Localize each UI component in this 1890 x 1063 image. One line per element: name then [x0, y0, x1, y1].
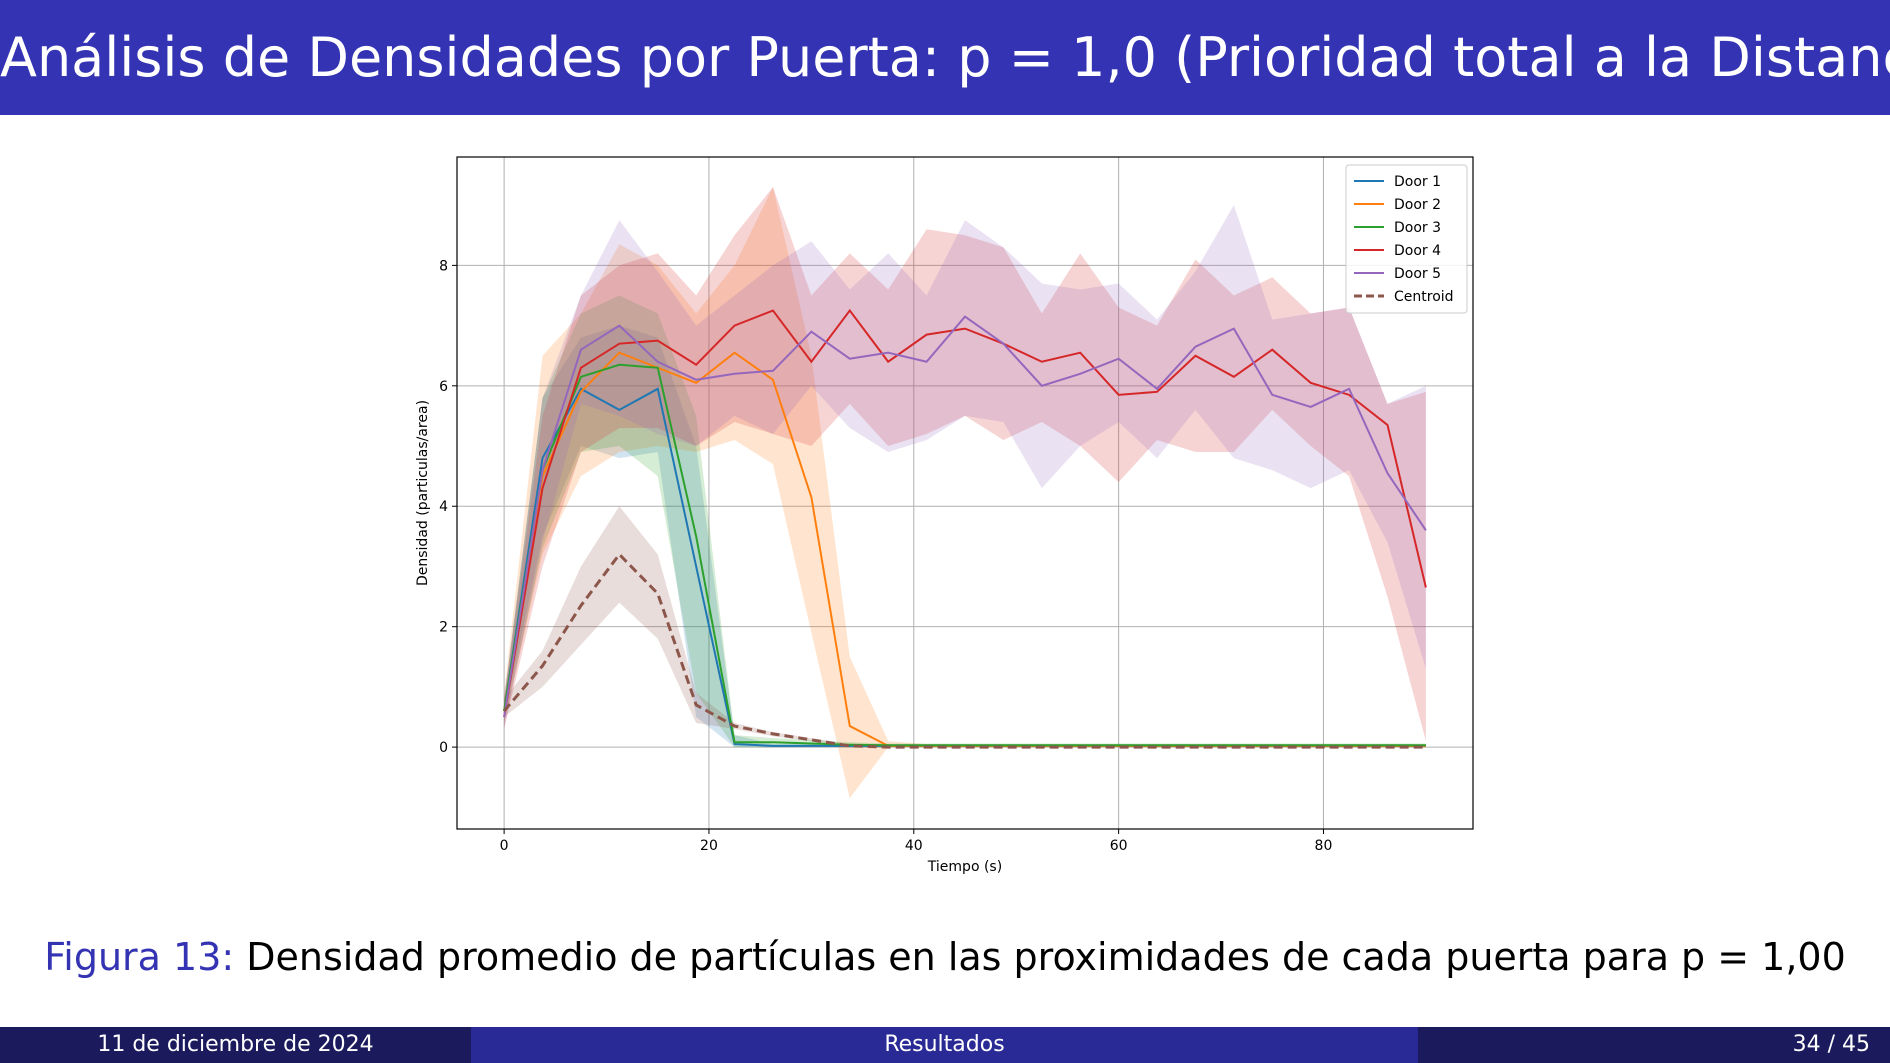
footer-section: Resultados	[471, 1027, 1418, 1063]
y-tick-label: 0	[439, 740, 448, 756]
slide-title: Análisis de Densidades por Puerta: p = 1…	[0, 0, 1890, 115]
legend-label: Centroid	[1394, 289, 1454, 305]
footer-date: 11 de diciembre de 2024	[0, 1027, 471, 1063]
legend-label: Door 2	[1394, 197, 1441, 213]
confidence-band	[504, 205, 1426, 730]
caption-label: Figura 13:	[44, 935, 235, 979]
plot-area	[457, 157, 1473, 829]
y-axis-label: Densidad (particulas/area)	[415, 400, 431, 586]
x-tick-label: 80	[1315, 838, 1333, 854]
chart: 0 20 40 60 80 0 2 4 6 8 Tiempo (s) Densidad (partic…	[415, 156, 1474, 875]
footer-page: 34 / 45	[1418, 1027, 1890, 1063]
y-tick-label: 4	[439, 499, 448, 515]
legend-label: Door 4	[1394, 243, 1441, 259]
y-tick-label: 2	[439, 620, 448, 636]
x-tick-label: 0	[500, 838, 509, 854]
legend-label: Door 1	[1394, 174, 1441, 190]
series-line	[503, 308, 1427, 718]
footer: 11 de diciembre de 2024 Resultados 34 / …	[0, 1027, 1890, 1063]
series-line	[503, 363, 1426, 747]
caption-text: Densidad promedio de partículas en las p…	[246, 935, 1846, 979]
x-axis-label: Tiempo (s)	[927, 859, 1002, 875]
plot-frame	[456, 156, 1474, 830]
y-tick-label: 8	[439, 258, 448, 274]
confidence-band	[504, 187, 1426, 799]
legend-label: Door 5	[1394, 266, 1441, 282]
caption: Figura 13: Densidad promedio de partícul…	[0, 935, 1890, 979]
series-line	[503, 315, 1427, 718]
x-tick-label: 40	[905, 838, 923, 854]
legend-label: Door 3	[1394, 220, 1441, 236]
x-tick-label: 60	[1110, 838, 1128, 854]
y-tick-label: 6	[439, 379, 448, 395]
x-tick-label: 20	[700, 838, 718, 854]
legend-box	[1345, 164, 1468, 314]
confidence-band	[504, 325, 1426, 748]
